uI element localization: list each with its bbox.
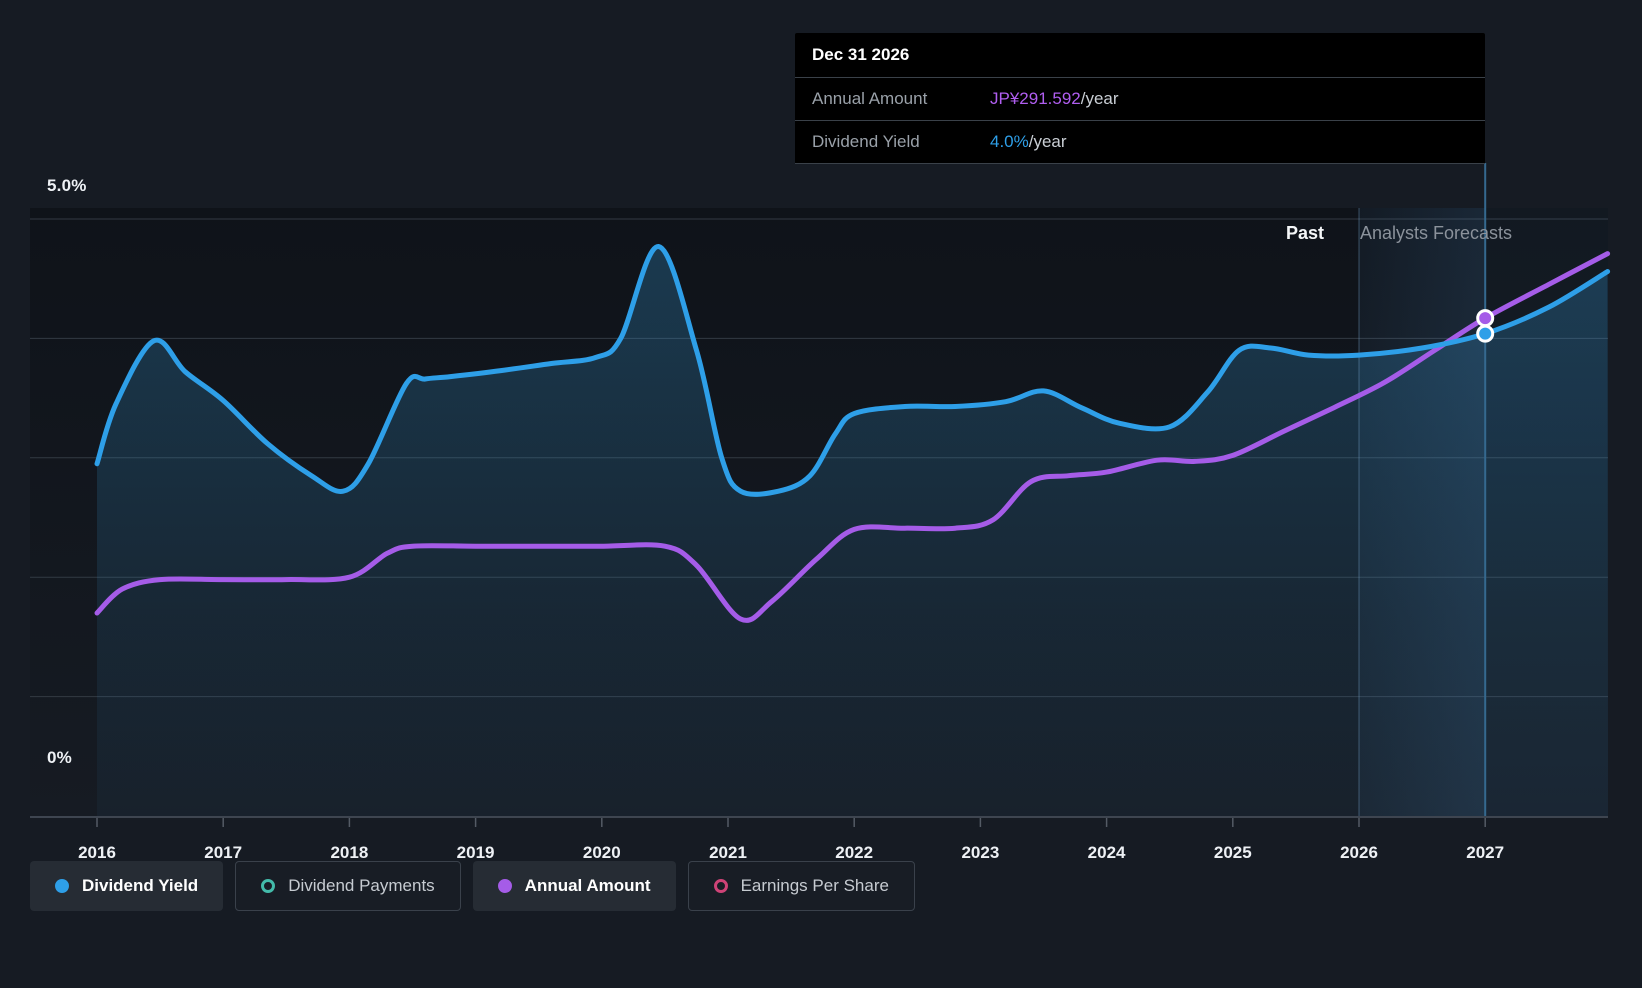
x-axis-label: 2024 (1087, 843, 1126, 862)
chart-legend: Dividend Yield Dividend Payments Annual … (30, 861, 915, 911)
tooltip-date: Dec 31 2026 (795, 33, 1485, 78)
tooltip-value-suffix: /year (1028, 132, 1067, 151)
dividend-yield-line (94, 244, 1611, 497)
y-axis-label-top: 5.0% (47, 176, 87, 195)
legend-item-earnings-per-share[interactable]: Earnings Per Share (687, 861, 915, 911)
tooltip-value: 4.0% (990, 132, 1029, 151)
legend-series-label: Dividend Yield (82, 876, 199, 895)
tooltip-row-annual-amount: Annual Amount JP¥291.592/year (795, 78, 1485, 121)
hover-marker-dividend-yield (1476, 324, 1495, 343)
tooltip-row-dividend-yield: Dividend Yield 4.0%/year (795, 121, 1485, 164)
x-axis-label: 2027 (1466, 843, 1505, 862)
annual-amount-line (94, 251, 1611, 623)
legend-series-icon (713, 879, 728, 893)
x-axis-label: 2019 (456, 843, 495, 862)
legend-series-icon (55, 879, 69, 893)
y-axis-label-bottom: 0% (47, 748, 72, 767)
x-axis-label: 2018 (330, 843, 369, 862)
chart-tooltip: Dec 31 2026 Annual Amount JP¥291.592/yea… (795, 33, 1485, 164)
legend-series-icon (497, 879, 512, 893)
legend-item-annual-amount[interactable]: Annual Amount (472, 861, 676, 911)
tooltip-label: Annual Amount (812, 89, 928, 108)
past-zone-label: Past (1285, 223, 1324, 243)
tooltip-value-suffix: /year (1080, 89, 1119, 108)
x-axis-label: 2021 (709, 843, 747, 862)
legend-series-label: Annual Amount (524, 876, 651, 895)
x-axis-label: 2026 (1340, 843, 1378, 862)
legend-item-dividend-yield[interactable]: Dividend Yield (30, 861, 224, 911)
x-axis-label: 2022 (835, 843, 874, 862)
forecast-band (1485, 208, 1608, 816)
x-axis-label: 2016 (78, 843, 116, 862)
legend-series-icon (261, 879, 276, 893)
legend-item-dividend-payments[interactable]: Dividend Payments (235, 861, 461, 911)
legend-series-label: Earnings Per Share (740, 876, 889, 895)
x-axis-label: 2017 (204, 843, 243, 862)
forecast-zone-label: Analysts Forecasts (1360, 223, 1513, 243)
tooltip-value: JP¥291.592 (990, 89, 1081, 108)
x-axis-label: 2023 (961, 843, 1000, 862)
hover-marker-annual-amount (1476, 309, 1495, 328)
x-axis-label: 2025 (1213, 843, 1252, 862)
tooltip-label: Dividend Yield (812, 132, 920, 151)
forecast-hover-band (1359, 208, 1486, 816)
x-axis-label: 2020 (582, 843, 621, 862)
legend-series-label: Dividend Payments (288, 876, 435, 895)
